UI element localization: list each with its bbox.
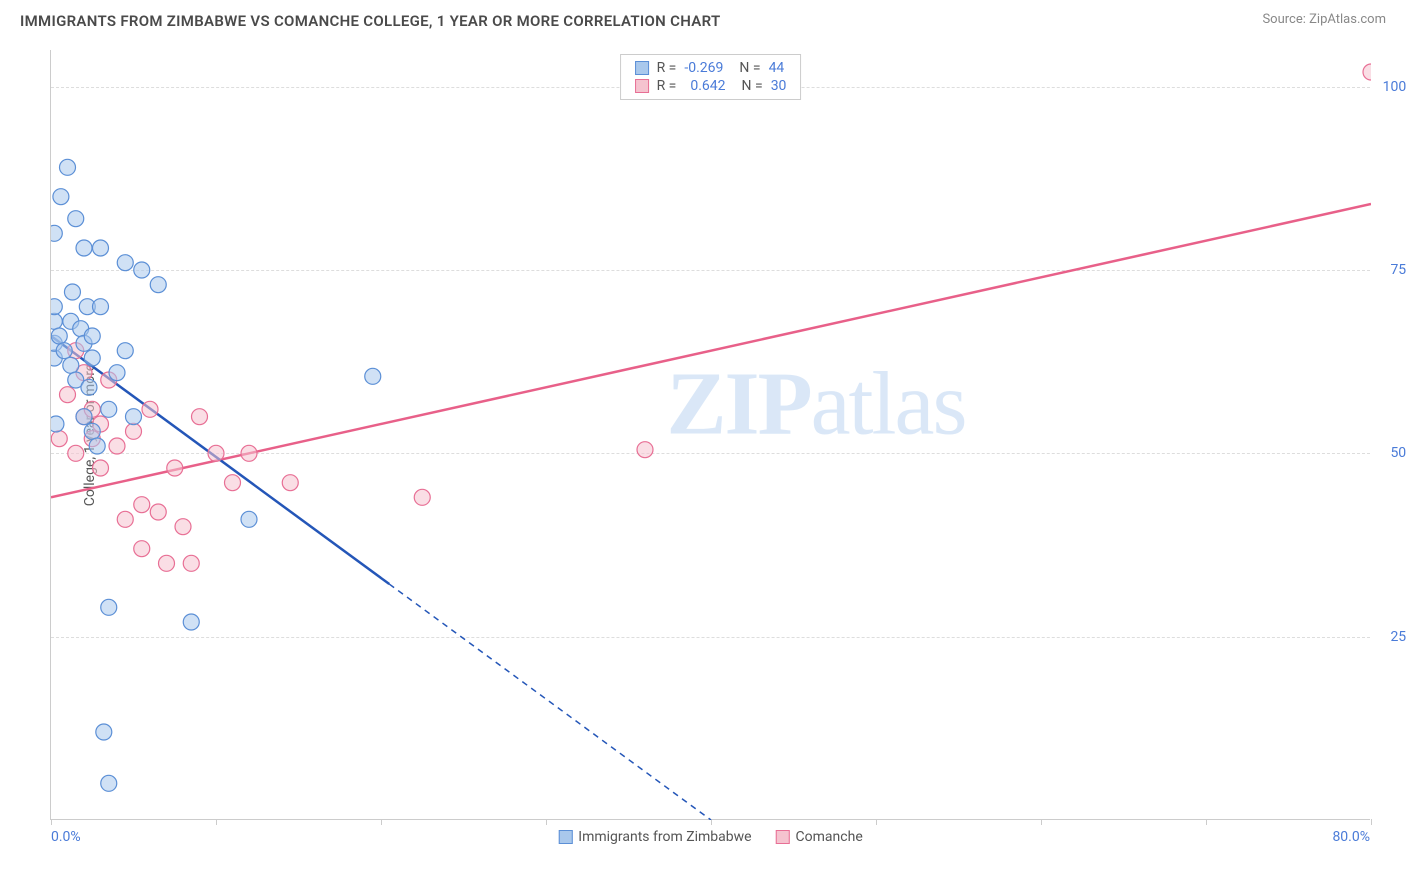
scatter-point: [637, 442, 653, 458]
scatter-point: [241, 511, 257, 527]
scatter-point: [150, 504, 166, 520]
scatter-point: [109, 365, 125, 381]
scatter-point: [51, 225, 62, 241]
scatter-point: [117, 343, 133, 359]
y-tick-label: 75.0%: [1390, 262, 1406, 278]
legend-row-zimbabwe: R = -0.269 N = 44: [635, 59, 787, 77]
scatter-point: [241, 445, 257, 461]
scatter-plot-svg: [51, 50, 1371, 820]
y-tick-label: 50.0%: [1390, 445, 1406, 461]
scatter-point: [183, 614, 199, 630]
swatch-comanche-bottom: [776, 830, 790, 844]
scatter-point: [93, 299, 109, 315]
scatter-point: [101, 775, 117, 791]
chart-header: IMMIGRANTS FROM ZIMBABWE VS COMANCHE COL…: [0, 0, 1406, 38]
scatter-point: [60, 387, 76, 403]
scatter-point: [68, 445, 84, 461]
plot-box: College, 1 year or more 25.0%50.0%75.0%1…: [50, 50, 1370, 820]
scatter-point: [134, 262, 150, 278]
swatch-zimbabwe-bottom: [558, 830, 572, 844]
chart-area: College, 1 year or more 25.0%50.0%75.0%1…: [50, 50, 1370, 820]
scatter-point: [183, 555, 199, 571]
scatter-point: [225, 475, 241, 491]
x-axis-max-label: 80.0%: [1332, 829, 1370, 845]
scatter-point: [51, 416, 64, 432]
scatter-point: [68, 211, 84, 227]
scatter-point: [96, 724, 112, 740]
scatter-point: [51, 299, 62, 315]
scatter-point: [84, 423, 100, 439]
scatter-point: [134, 497, 150, 513]
scatter-point: [76, 409, 92, 425]
legend-series-labels: Immigrants from Zimbabwe Comanche: [558, 829, 862, 845]
scatter-point: [150, 277, 166, 293]
scatter-point: [93, 460, 109, 476]
scatter-point: [51, 431, 67, 447]
scatter-point: [109, 438, 125, 454]
scatter-point: [126, 423, 142, 439]
y-tick-label: 25.0%: [1390, 629, 1406, 645]
scatter-point: [208, 445, 224, 461]
scatter-point: [53, 189, 69, 205]
legend-item-comanche: Comanche: [776, 829, 863, 845]
scatter-point: [1363, 64, 1371, 80]
scatter-point: [134, 541, 150, 557]
scatter-point: [117, 511, 133, 527]
scatter-point: [89, 438, 105, 454]
scatter-point: [76, 240, 92, 256]
source-link[interactable]: ZipAtlas.com: [1309, 12, 1386, 27]
scatter-point: [101, 599, 117, 615]
scatter-point: [142, 401, 158, 417]
legend-row-comanche: R = 0.642 N = 30: [635, 77, 787, 95]
scatter-point: [175, 519, 191, 535]
scatter-point: [93, 240, 109, 256]
scatter-point: [282, 475, 298, 491]
swatch-comanche: [635, 79, 649, 93]
scatter-point: [192, 409, 208, 425]
chart-title: IMMIGRANTS FROM ZIMBABWE VS COMANCHE COL…: [20, 12, 720, 30]
y-tick-label: 100.0%: [1383, 79, 1406, 95]
x-tick-mark: [1371, 819, 1372, 825]
scatter-point: [101, 401, 117, 417]
x-axis-min-label: 0.0%: [51, 829, 81, 845]
scatter-point: [159, 555, 175, 571]
scatter-point: [167, 460, 183, 476]
scatter-point: [81, 379, 97, 395]
scatter-point: [51, 328, 67, 344]
scatter-point: [414, 489, 430, 505]
scatter-point: [64, 284, 80, 300]
scatter-point: [84, 328, 100, 344]
scatter-point: [84, 350, 100, 366]
scatter-point: [117, 255, 133, 271]
scatter-point: [365, 368, 381, 384]
legend-correlation-stats: R = -0.269 N = 44 R = 0.642 N = 30: [620, 54, 802, 100]
chart-source: Source: ZipAtlas.com: [1262, 12, 1386, 27]
legend-item-zimbabwe: Immigrants from Zimbabwe: [558, 829, 751, 845]
swatch-zimbabwe: [635, 61, 649, 75]
scatter-point: [126, 409, 142, 425]
scatter-point: [63, 357, 79, 373]
scatter-point: [51, 313, 62, 329]
scatter-point: [60, 159, 76, 175]
scatter-point: [56, 343, 72, 359]
